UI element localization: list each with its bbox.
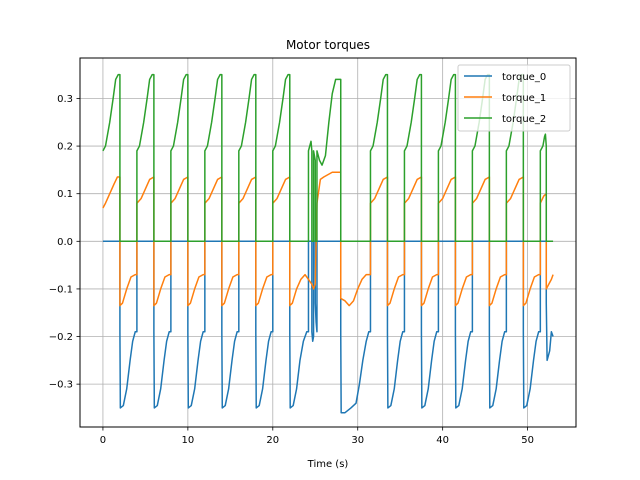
y-tick-label: −0.2 bbox=[49, 332, 73, 343]
x-tick-label: 40 bbox=[436, 435, 449, 446]
y-tick-label: −0.1 bbox=[49, 284, 73, 295]
y-tick-label: 0.1 bbox=[57, 189, 73, 200]
legend-label-torque-0: torque_0 bbox=[502, 72, 546, 83]
y-tick-label: 0.0 bbox=[57, 237, 73, 248]
series-line-torque-0 bbox=[102, 240, 554, 414]
plot-frame bbox=[79, 57, 577, 428]
y-tick-label: −0.3 bbox=[49, 380, 73, 391]
legend-label-torque-1: torque_1 bbox=[502, 93, 546, 104]
x-tick-label: 50 bbox=[521, 435, 534, 446]
x-tick-label: 0 bbox=[100, 435, 106, 446]
legend: torque_0 torque_1 torque_2 bbox=[457, 64, 571, 132]
y-tick-label: 0.3 bbox=[57, 94, 73, 105]
chart-title: Motor torques bbox=[286, 38, 370, 52]
x-tick-label: 30 bbox=[351, 435, 364, 446]
x-tick-label: 20 bbox=[266, 435, 279, 446]
legend-box bbox=[457, 64, 571, 132]
axis-ticks: 0 10 20 30 40 50 −0.3 −0.2 −0.1 0.0 0.1 0.2 0.3 bbox=[49, 94, 534, 446]
x-tick-label: 10 bbox=[181, 435, 194, 446]
legend-label-torque-2: torque_2 bbox=[502, 114, 546, 125]
x-axis-label: Time (s) bbox=[307, 459, 349, 470]
y-tick-label: 0.2 bbox=[57, 142, 73, 153]
